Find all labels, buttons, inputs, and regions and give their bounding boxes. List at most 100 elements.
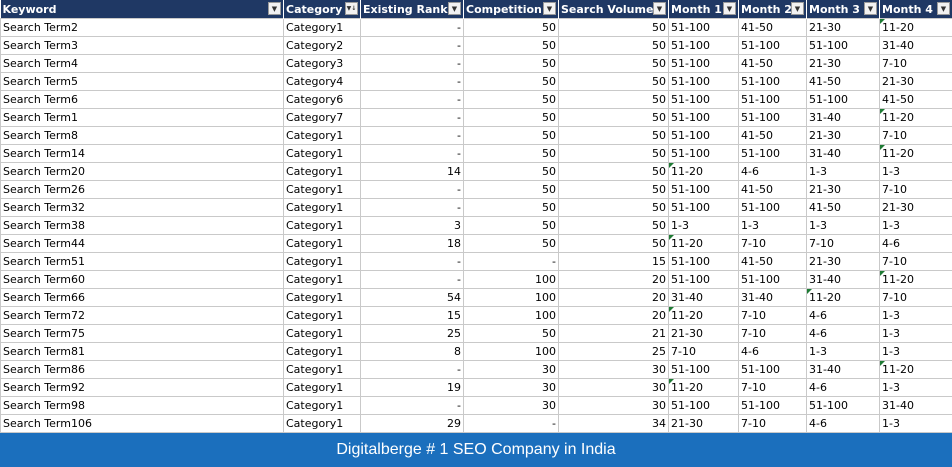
table-cell[interactable]: 50 <box>558 36 669 55</box>
table-cell[interactable]: 31-40 <box>806 360 880 379</box>
table-cell[interactable]: Search Term26 <box>0 180 284 199</box>
table-cell[interactable]: 51-100 <box>668 54 739 73</box>
table-cell[interactable]: 30 <box>558 360 669 379</box>
table-cell[interactable]: 7-10 <box>879 288 952 307</box>
table-cell[interactable]: 50 <box>558 108 669 127</box>
table-cell[interactable]: 51-100 <box>668 180 739 199</box>
table-cell[interactable]: Category1 <box>283 198 361 217</box>
table-cell[interactable]: 51-100 <box>738 198 807 217</box>
table-cell[interactable]: 51-100 <box>668 198 739 217</box>
table-cell[interactable]: - <box>463 414 559 433</box>
table-cell[interactable]: 4-6 <box>806 324 880 343</box>
table-cell[interactable]: Category7 <box>283 108 361 127</box>
table-cell[interactable]: 1-3 <box>879 162 952 181</box>
table-cell[interactable]: 41-50 <box>738 126 807 145</box>
table-cell[interactable]: Category1 <box>283 162 361 181</box>
table-cell[interactable]: 11-20 <box>668 234 739 253</box>
table-cell[interactable]: 41-50 <box>738 18 807 37</box>
table-cell[interactable]: Search Term14 <box>0 144 284 163</box>
table-cell[interactable]: Category1 <box>283 234 361 253</box>
table-cell[interactable]: 50 <box>558 90 669 109</box>
table-cell[interactable]: 51-100 <box>738 270 807 289</box>
table-cell[interactable]: 50 <box>558 216 669 235</box>
table-cell[interactable]: Category1 <box>283 378 361 397</box>
table-cell[interactable]: 51-100 <box>668 36 739 55</box>
table-cell[interactable]: 50 <box>558 18 669 37</box>
table-cell[interactable]: 51-100 <box>668 126 739 145</box>
table-cell[interactable]: Search Term3 <box>0 36 284 55</box>
table-cell[interactable]: Search Term72 <box>0 306 284 325</box>
table-cell[interactable]: Search Term20 <box>0 162 284 181</box>
table-cell[interactable]: - <box>360 54 464 73</box>
table-cell[interactable]: Search Term5 <box>0 72 284 91</box>
table-cell[interactable]: 4-6 <box>806 414 880 433</box>
table-cell[interactable]: 51-100 <box>738 360 807 379</box>
table-cell[interactable]: 1-3 <box>879 378 952 397</box>
table-cell[interactable]: 1-3 <box>879 342 952 361</box>
table-cell[interactable]: Search Term32 <box>0 198 284 217</box>
table-cell[interactable]: - <box>360 180 464 199</box>
table-cell[interactable]: 4-6 <box>738 162 807 181</box>
table-cell[interactable]: 51-100 <box>668 252 739 271</box>
table-cell[interactable]: 30 <box>463 378 559 397</box>
table-cell[interactable]: Category1 <box>283 252 361 271</box>
table-cell[interactable]: 50 <box>463 162 559 181</box>
table-cell[interactable]: 11-20 <box>879 18 952 37</box>
table-cell[interactable]: Search Term44 <box>0 234 284 253</box>
table-cell[interactable]: 50 <box>463 126 559 145</box>
filter-dropdown-icon[interactable]: ▼ <box>791 2 804 15</box>
column-header[interactable]: Existing Rank ▼ <box>360 0 464 19</box>
table-cell[interactable]: 51-100 <box>806 36 880 55</box>
table-cell[interactable]: Category1 <box>283 396 361 415</box>
table-cell[interactable]: 30 <box>558 396 669 415</box>
table-cell[interactable]: 11-20 <box>806 288 880 307</box>
table-cell[interactable]: - <box>463 252 559 271</box>
table-cell[interactable]: 100 <box>463 270 559 289</box>
table-cell[interactable]: 1-3 <box>879 324 952 343</box>
table-cell[interactable]: 7-10 <box>879 54 952 73</box>
table-cell[interactable]: - <box>360 396 464 415</box>
table-cell[interactable]: 51-100 <box>668 18 739 37</box>
table-cell[interactable]: 50 <box>463 18 559 37</box>
table-cell[interactable]: 1-3 <box>879 216 952 235</box>
table-cell[interactable]: 25 <box>558 342 669 361</box>
table-cell[interactable]: 11-20 <box>879 270 952 289</box>
table-cell[interactable]: Category1 <box>283 306 361 325</box>
table-cell[interactable]: - <box>360 198 464 217</box>
table-cell[interactable]: 41-50 <box>738 54 807 73</box>
table-cell[interactable]: 7-10 <box>668 342 739 361</box>
table-cell[interactable]: Search Term4 <box>0 54 284 73</box>
filter-dropdown-icon[interactable]: ▼ <box>543 2 556 15</box>
table-cell[interactable]: 21-30 <box>668 414 739 433</box>
table-cell[interactable]: Category1 <box>283 342 361 361</box>
table-cell[interactable]: 7-10 <box>738 306 807 325</box>
table-cell[interactable]: 31-40 <box>806 270 880 289</box>
table-cell[interactable]: Category1 <box>283 288 361 307</box>
table-cell[interactable]: 1-3 <box>806 342 880 361</box>
table-cell[interactable]: Category6 <box>283 90 361 109</box>
table-cell[interactable]: Search Term38 <box>0 216 284 235</box>
table-cell[interactable]: 51-100 <box>668 360 739 379</box>
table-cell[interactable]: - <box>360 36 464 55</box>
table-cell[interactable]: 15 <box>360 306 464 325</box>
table-cell[interactable]: 20 <box>558 288 669 307</box>
table-cell[interactable]: 21-30 <box>879 72 952 91</box>
filter-dropdown-icon[interactable]: ▼ <box>653 2 666 15</box>
table-cell[interactable]: 4-6 <box>879 234 952 253</box>
table-cell[interactable]: 50 <box>463 324 559 343</box>
table-cell[interactable]: Search Term8 <box>0 126 284 145</box>
table-cell[interactable]: 3 <box>360 216 464 235</box>
table-cell[interactable]: 50 <box>463 180 559 199</box>
table-cell[interactable]: 51-100 <box>668 396 739 415</box>
table-cell[interactable]: 30 <box>558 378 669 397</box>
filter-dropdown-icon[interactable]: ▼ <box>937 2 950 15</box>
table-cell[interactable]: 7-10 <box>806 234 880 253</box>
table-cell[interactable]: Category1 <box>283 414 361 433</box>
table-cell[interactable]: 1-3 <box>806 216 880 235</box>
table-cell[interactable]: 7-10 <box>879 252 952 271</box>
table-cell[interactable]: 21-30 <box>806 18 880 37</box>
sort-filter-icon[interactable]: ▼↓ <box>345 2 358 15</box>
table-cell[interactable]: 1-3 <box>879 414 952 433</box>
table-cell[interactable]: Category1 <box>283 270 361 289</box>
table-cell[interactable]: Category2 <box>283 36 361 55</box>
